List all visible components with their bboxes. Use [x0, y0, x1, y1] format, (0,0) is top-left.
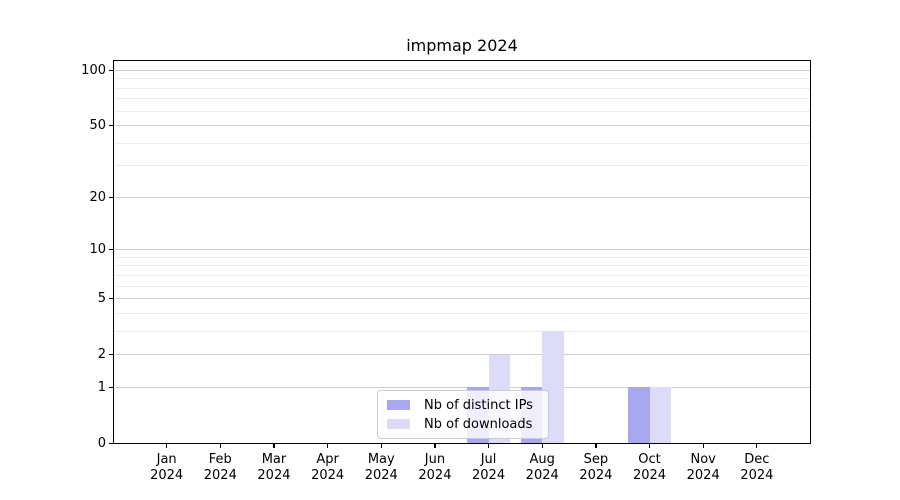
x-tick-year: 2024 — [257, 468, 291, 483]
x-tick-label-jun: Jun 2024 — [403, 452, 467, 485]
y-tick-label: 2 — [97, 347, 106, 363]
x-tick-label-oct: Oct 2024 — [618, 452, 682, 485]
legend-label-nb-of-downloads: Nb of downloads — [424, 416, 533, 432]
x-tick-label-may: May 2024 — [349, 452, 413, 485]
x-tick-mark — [487, 443, 490, 448]
x-tick-year: 2024 — [364, 468, 398, 483]
y-tick-mark — [108, 125, 113, 127]
y-tick-mark — [108, 249, 113, 251]
gridline-minor — [113, 265, 811, 267]
x-tick-month: Feb — [208, 451, 232, 467]
x-tick-month: Aug — [529, 451, 555, 467]
x-tick-mark — [273, 443, 275, 448]
gridline-minor — [113, 330, 811, 332]
y-tick-label: 20 — [89, 189, 106, 205]
x-tick-month: Jul — [480, 451, 497, 467]
y-tick-label: 5 — [97, 291, 106, 307]
gridline-minor — [113, 285, 811, 287]
gridline-minor — [113, 165, 811, 167]
x-tick-label-apr: Apr 2024 — [296, 452, 360, 485]
x-tick-mark — [595, 443, 597, 448]
x-tick-year: 2024 — [203, 468, 237, 483]
y-tick-mark — [108, 386, 113, 389]
legend-entry-nb-of-downloads: Nb of downloads — [378, 415, 548, 434]
x-tick-year: 2024 — [686, 468, 720, 483]
x-tick-label-jul: Jul 2024 — [457, 452, 521, 485]
x-tick-month: Jan — [156, 451, 177, 467]
y-tick-mark — [108, 298, 113, 300]
x-tick-month: May — [367, 451, 395, 467]
chart-title: impmap 2024 — [406, 36, 518, 55]
x-tick-month: Sep — [583, 451, 609, 467]
gridline-minor — [113, 256, 811, 258]
gridline-major — [113, 125, 811, 127]
x-tick-month: Jun — [424, 451, 446, 467]
gridline-major — [113, 298, 811, 300]
x-tick-label-feb: Feb 2024 — [188, 452, 252, 485]
gridline-major — [113, 354, 811, 356]
x-tick-mark — [648, 443, 651, 448]
gridline-minor — [113, 274, 811, 276]
bar-nb-of-distinct-ips-oct — [628, 387, 650, 444]
gridline-minor — [113, 87, 811, 89]
x-tick-label-jan: Jan 2024 — [135, 452, 199, 485]
y-tick-mark — [108, 196, 113, 199]
legend-swatch-nb-of-distinct-ips — [387, 400, 410, 410]
x-tick-mark — [702, 443, 704, 448]
gridline-minor — [113, 78, 811, 80]
gridline-major — [113, 70, 811, 71]
x-tick-year: 2024 — [150, 468, 184, 483]
x-tick-month: Apr — [316, 451, 339, 467]
x-tick-label-aug: Aug 2024 — [510, 452, 574, 485]
y-tick-mark — [108, 442, 113, 445]
y-tick-mark — [108, 354, 113, 356]
legend-label-nb-of-distinct-ips: Nb of distinct IPs — [424, 397, 533, 413]
y-tick-label: 0 — [97, 436, 106, 451]
y-tick-label: 50 — [89, 118, 106, 134]
plot-frame — [113, 60, 811, 444]
x-tick-mark — [219, 443, 221, 448]
x-tick-month: Mar — [261, 451, 287, 467]
gridline-minor — [113, 142, 811, 144]
x-tick-month: Dec — [744, 451, 770, 467]
legend-entry-nb-of-distinct-ips: Nb of distinct IPs — [378, 396, 548, 415]
y-tick-mark — [108, 69, 113, 72]
gridline-major — [113, 386, 811, 388]
y-tick-label: 10 — [89, 242, 106, 258]
x-tick-label-dec: Dec 2024 — [725, 452, 789, 485]
y-tick-label: 100 — [81, 63, 106, 78]
x-tick-label-sep: Sep 2024 — [564, 452, 628, 485]
x-tick-mark — [166, 443, 168, 448]
x-tick-year: 2024 — [632, 468, 667, 483]
x-tick-mark — [380, 443, 382, 448]
x-tick-mark — [756, 443, 758, 448]
legend-swatch-nb-of-downloads — [387, 419, 410, 429]
x-tick-month: Oct — [638, 451, 661, 467]
gridline-major — [113, 196, 811, 198]
x-tick-year: 2024 — [579, 468, 613, 483]
gridline-major — [113, 249, 811, 251]
x-tick-year: 2024 — [525, 468, 559, 483]
x-tick-year: 2024 — [418, 468, 452, 483]
y-tick-label: 1 — [97, 379, 106, 395]
x-tick-mark — [326, 443, 329, 448]
x-tick-month: Nov — [690, 451, 716, 467]
x-tick-label-nov: Nov 2024 — [671, 452, 735, 485]
gridline-minor — [113, 312, 811, 314]
legend: Nb of distinct IPs Nb of downloads — [377, 389, 549, 439]
x-tick-label-mar: Mar 2024 — [242, 452, 306, 485]
x-tick-mark — [434, 443, 436, 448]
bar-nb-of-downloads-oct — [649, 387, 671, 444]
gridline-minor — [113, 98, 811, 100]
x-tick-year: 2024 — [740, 468, 774, 483]
x-tick-mark — [541, 443, 543, 448]
gridline-minor — [113, 110, 811, 112]
x-tick-year: 2024 — [311, 468, 345, 483]
x-tick-year: 2024 — [472, 468, 506, 483]
